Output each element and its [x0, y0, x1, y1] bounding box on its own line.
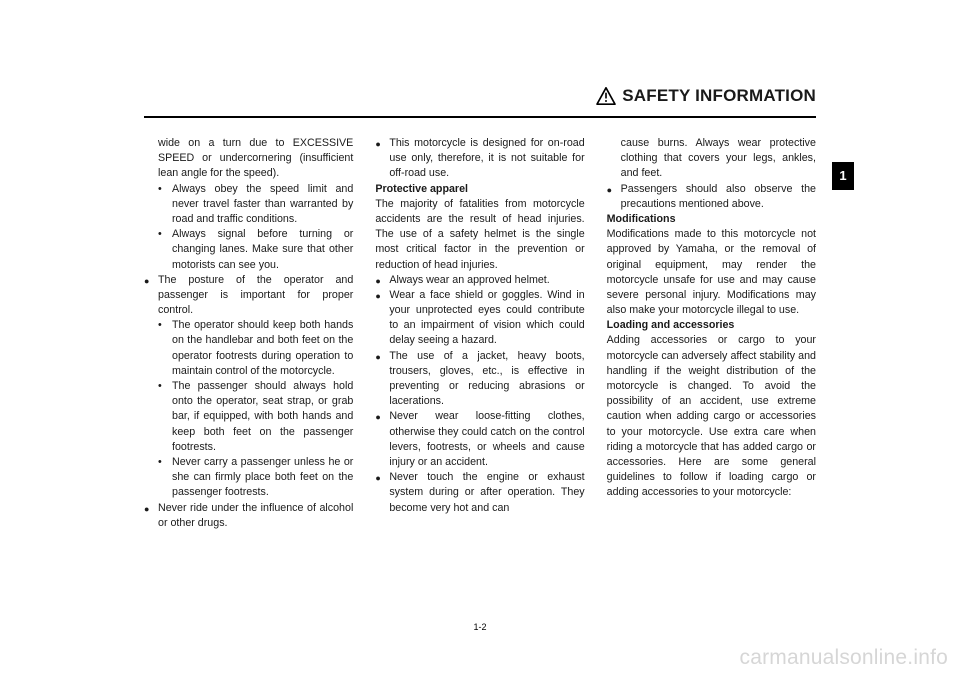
list-item: Always wear an approved helmet.: [375, 273, 584, 288]
section-tab: 1: [832, 162, 854, 190]
bullet-text: The posture of the operator and passenge…: [158, 274, 353, 316]
body-columns: wide on a turn due to EXCESSIVE SPEED or…: [144, 136, 816, 531]
col3-cont-text: cause burns. Always wear protective clot…: [621, 136, 816, 182]
loading-body: Adding accessories or cargo to your moto…: [607, 333, 816, 500]
header-rule: [144, 116, 816, 118]
list-item: The passenger should always hold onto th…: [158, 379, 353, 455]
col1-main-bullets: The posture of the operator and passenge…: [144, 273, 353, 531]
col1-intro-cont: wide on a turn due to EXCESSIVE SPEED or…: [158, 136, 353, 182]
list-item: Wear a face shield or goggles. Wind in y…: [375, 288, 584, 349]
list-item: Always signal before turning or changing…: [158, 227, 353, 273]
list-item: Never ride under the influence of alcoho…: [144, 501, 353, 531]
warning-triangle-icon: [596, 87, 616, 105]
header-title-text: SAFETY INFORMATION: [622, 86, 816, 106]
page-footer: 1-2: [144, 622, 816, 632]
col2-top-bullet: This motorcycle is designed for on-road …: [375, 136, 584, 182]
apparel-intro: The majority of fatalities from motorcyc…: [375, 197, 584, 273]
modifications-body: Modifications made to this motorcycle no…: [607, 227, 816, 318]
list-item: The posture of the operator and passenge…: [144, 273, 353, 501]
col3-cont-bullet: Passengers should also observe the preca…: [607, 182, 816, 212]
list-item: Always obey the speed limit and never tr…: [158, 182, 353, 228]
list-item: Passengers should also observe the preca…: [607, 182, 816, 212]
heading-protective-apparel: Protective apparel: [375, 182, 584, 197]
header-title-block: SAFETY INFORMATION: [588, 86, 816, 106]
column-2: This motorcycle is designed for on-road …: [375, 136, 584, 531]
heading-modifications: Modifications: [607, 212, 816, 227]
column-3: cause burns. Always wear protective clot…: [607, 136, 816, 531]
apparel-bullets: Always wear an approved helmet. Wear a f…: [375, 273, 584, 516]
watermark: carmanualsonline.info: [740, 646, 949, 670]
page-header: SAFETY INFORMATION: [144, 92, 816, 130]
column-1: wide on a turn due to EXCESSIVE SPEED or…: [144, 136, 353, 531]
list-item: This motorcycle is designed for on-road …: [375, 136, 584, 182]
list-item: The operator should keep both hands on t…: [158, 318, 353, 379]
list-item: Never carry a passenger unless he or she…: [158, 455, 353, 501]
page-number: 1-2: [473, 622, 486, 632]
list-item: Never touch the engine or exhaust system…: [375, 470, 584, 516]
heading-loading: Loading and accessories: [607, 318, 816, 333]
page-content: SAFETY INFORMATION 1 wide on a turn due …: [144, 92, 816, 584]
col1-sublist: Always obey the speed limit and never tr…: [158, 182, 353, 273]
list-item: The use of a jacket, heavy boots, trouse…: [375, 349, 584, 410]
list-item: Never wear loose-fitting clothes, otherw…: [375, 409, 584, 470]
